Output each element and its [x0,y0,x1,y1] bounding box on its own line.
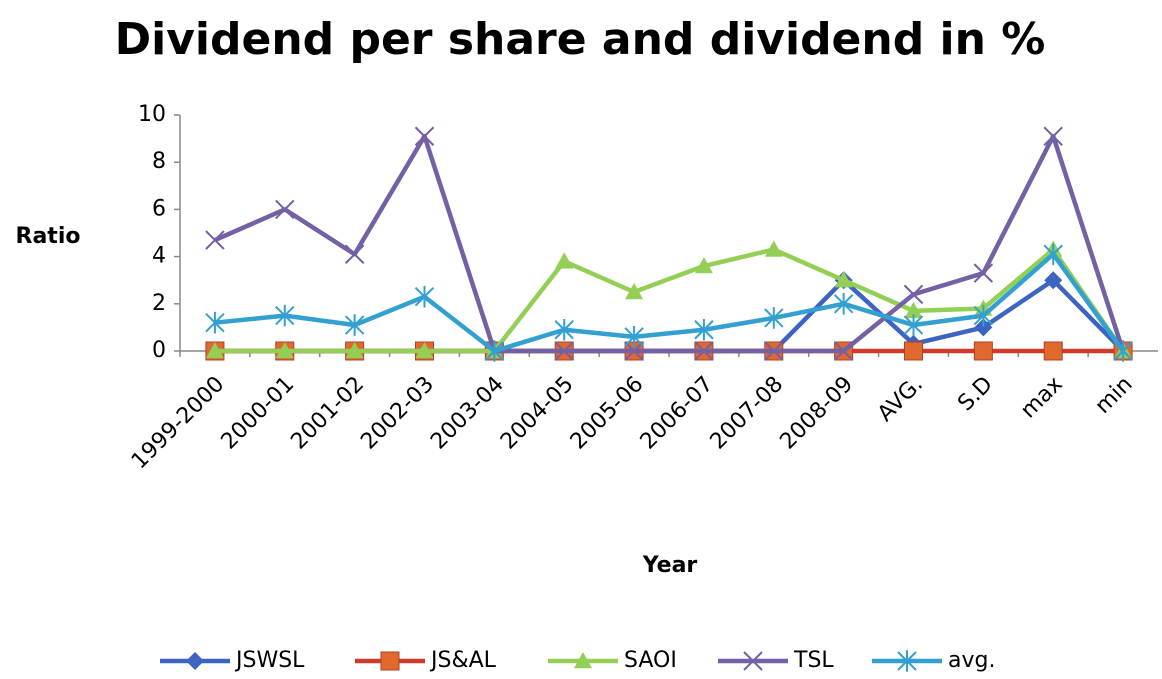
legend-label: JS&AL [429,648,497,673]
marker [344,244,365,264]
marker [1043,243,1063,266]
marker [764,240,783,257]
x-tick-label: 2000-01 [217,372,300,455]
marker [764,341,784,361]
x-tick-label: 2006-07 [636,372,719,455]
marker [1044,271,1063,290]
marker [205,230,225,250]
y-tick-label: 2 [152,291,166,316]
legend-label: TSL [793,648,834,673]
x-tick-label: 2001-02 [286,372,369,455]
y-tick-label: 4 [152,244,166,269]
marker [973,304,994,327]
marker [1043,126,1063,146]
x-axis-label: Year [642,553,698,578]
marker [973,263,994,283]
marker [624,341,644,361]
marker [973,341,993,361]
y-axis-label: Ratio [16,224,81,249]
x-tick-label: 2008-09 [775,372,858,455]
x-tick-label: 2004-05 [496,372,579,455]
marker [834,271,853,288]
series-line [214,133,1126,354]
marker [974,318,993,337]
marker [694,318,714,341]
marker [275,199,295,220]
marker [833,293,854,315]
marker [624,326,644,348]
marker [275,342,294,359]
marker [205,342,224,359]
x-tick-label: S.D [953,372,997,416]
marker [554,341,574,361]
marker [897,650,917,672]
marker [904,341,923,361]
marker [743,651,763,671]
marker [694,257,713,274]
x-tick-label: AVG. [873,372,928,427]
series-line [214,247,1125,354]
y-tick-label: 6 [152,196,166,221]
marker [694,341,714,361]
marker [554,318,574,341]
series-line [214,251,1125,354]
x-tick-label: min [1091,372,1138,419]
marker [574,652,592,669]
marker [625,283,644,300]
y-tick-label: 0 [152,338,166,363]
legend-label: avg. [948,648,995,673]
marker [484,340,505,362]
legend-label: SAOI [624,648,677,673]
marker [344,314,365,336]
x-tick-label: 2003-04 [426,372,509,455]
marker [1043,341,1063,361]
marker [1113,340,1133,362]
marker [205,311,225,334]
marker [414,126,435,146]
marker [345,342,364,359]
x-tick-label: 2005-06 [566,372,649,455]
chart-title: Dividend per share and dividend in % [115,14,1046,65]
x-tick-label: 2002-03 [356,372,439,455]
marker [415,342,434,359]
marker [275,304,295,327]
x-tick-label: 1999-2000 [127,372,229,474]
y-tick-label: 8 [152,149,166,174]
marker [903,314,924,336]
marker [186,652,204,670]
marker [414,285,435,308]
marker [904,301,923,319]
legend-label: JSWSL [234,648,305,673]
marker [380,651,400,671]
marker [903,284,924,305]
x-tick-label: 2007-08 [706,372,789,455]
marker [764,307,784,329]
y-tick-label: 10 [138,102,166,127]
marker [555,252,574,269]
marker [833,341,854,361]
x-tick-label: max [1016,372,1068,424]
